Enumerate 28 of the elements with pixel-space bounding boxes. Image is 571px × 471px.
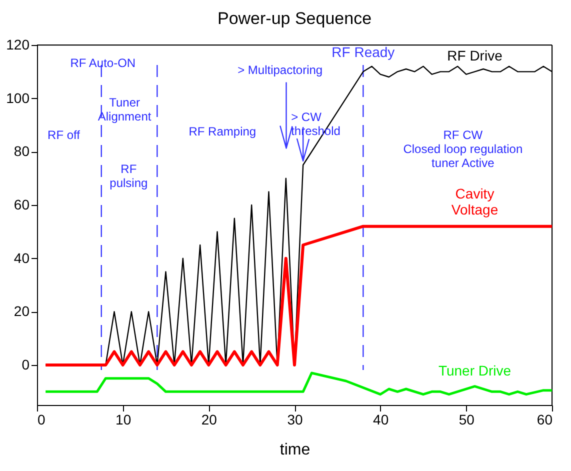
series-label: Tuner Drive: [438, 362, 512, 378]
y-tick-label: 100: [6, 90, 30, 106]
y-tick-label: 40: [14, 250, 30, 266]
x-axis-title: time: [280, 442, 310, 458]
ref-line-label: RF Ready: [332, 44, 395, 60]
y-tick-label: 20: [14, 303, 30, 320]
x-tick-label: 60: [536, 412, 553, 428]
annotation: Tuner Alignment: [98, 96, 152, 124]
annotation: RF CW Closed loop regulation tuner Active: [403, 128, 523, 170]
x-tick-label: 20: [201, 412, 218, 428]
y-tick-label: 120: [6, 36, 30, 52]
y-tick-label: 0: [22, 356, 30, 372]
x-tick-label: 50: [458, 412, 475, 428]
annotation: RF Ramping: [188, 124, 256, 138]
annotation: RF pulsing: [110, 162, 148, 190]
line-series: [44, 224, 554, 366]
x-tick-label: 10: [116, 412, 132, 428]
y-tick-label: 60: [14, 196, 30, 212]
annotation: > Multipactoring: [238, 63, 323, 78]
x-tick-label: 40: [373, 412, 389, 428]
annotation: RF off: [48, 128, 81, 142]
annotation: RF Auto-ON: [70, 56, 136, 70]
y-tick-label: 80: [14, 143, 30, 160]
series-label: RF Drive: [447, 48, 503, 64]
chart-title: Power-up Sequence: [217, 9, 372, 28]
x-tick-label: 0: [38, 412, 46, 428]
series-label: Cavity Voltage: [451, 185, 498, 218]
x-tick-label: 30: [287, 412, 303, 428]
